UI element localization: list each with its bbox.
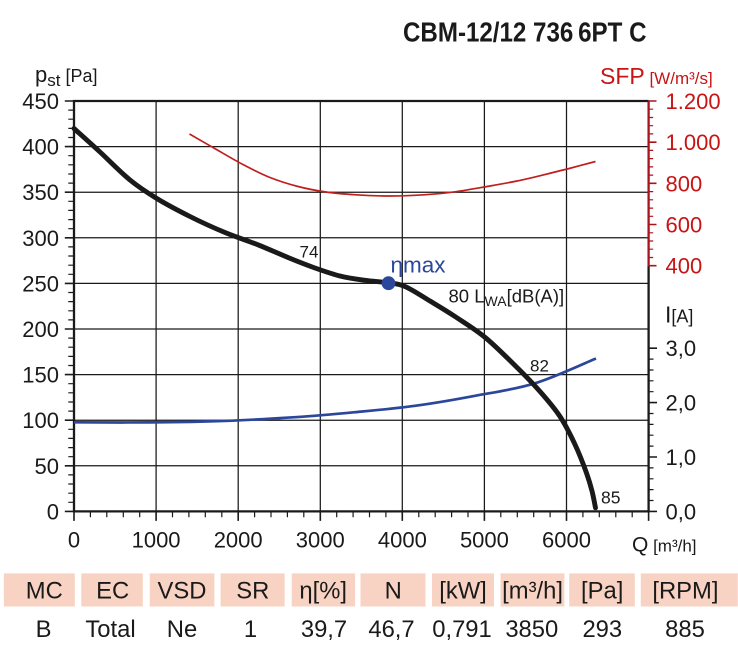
svg-text:250: 250 (22, 271, 59, 296)
svg-text:η[%]: η[%] (299, 578, 347, 605)
svg-text:MC: MC (26, 578, 63, 605)
svg-text:SR: SR (236, 578, 269, 605)
svg-text:N: N (385, 578, 402, 605)
svg-text:3850: 3850 (505, 616, 558, 643)
svg-text:400: 400 (22, 135, 59, 160)
svg-text:350: 350 (22, 180, 59, 205)
svg-text:80 LWA[dB(A)]: 80 LWA[dB(A)] (449, 286, 565, 310)
svg-text:1.200: 1.200 (666, 89, 721, 114)
svg-text:46,7: 46,7 (368, 616, 414, 643)
svg-text:400: 400 (666, 254, 703, 279)
svg-text:VSD: VSD (158, 578, 207, 605)
svg-text:1,0: 1,0 (666, 445, 697, 470)
svg-text:450: 450 (22, 89, 59, 114)
svg-text:0,0: 0,0 (666, 499, 697, 524)
svg-text:EC: EC (96, 578, 129, 605)
svg-text:3000: 3000 (296, 528, 345, 553)
svg-text:0: 0 (68, 528, 80, 553)
svg-text:800: 800 (666, 171, 703, 196)
svg-text:I[A]: I[A] (665, 302, 693, 328)
svg-text:ηmax: ηmax (391, 253, 447, 278)
svg-text:1.000: 1.000 (666, 130, 721, 155)
svg-text:Ne: Ne (167, 616, 197, 643)
svg-text:5000: 5000 (460, 528, 509, 553)
svg-text:4000: 4000 (378, 528, 427, 553)
svg-text:pst [Pa]: pst [Pa] (35, 62, 98, 90)
svg-text:2,0: 2,0 (666, 391, 697, 416)
svg-text:39,7: 39,7 (301, 616, 347, 643)
svg-text:293: 293 (582, 616, 622, 643)
svg-text:100: 100 (22, 408, 59, 433)
svg-text:600: 600 (666, 213, 703, 238)
svg-text:1: 1 (244, 616, 257, 643)
svg-text:150: 150 (22, 363, 59, 388)
svg-text:[kW]: [kW] (439, 578, 487, 605)
svg-text:3,0: 3,0 (666, 336, 697, 361)
svg-text:Q [m³/h]: Q [m³/h] (632, 534, 697, 557)
svg-text:1000: 1000 (132, 528, 181, 553)
svg-text:50: 50 (35, 454, 59, 479)
svg-text:B: B (36, 616, 52, 643)
svg-text:200: 200 (22, 317, 59, 342)
svg-text:2000: 2000 (214, 528, 263, 553)
svg-text:[m³/h]: [m³/h] (502, 578, 563, 605)
svg-text:0: 0 (47, 499, 59, 524)
svg-text:885: 885 (665, 616, 705, 643)
svg-text:300: 300 (22, 226, 59, 251)
svg-text:74: 74 (300, 243, 319, 262)
svg-text:[RPM]: [RPM] (652, 578, 718, 605)
svg-text:[Pa]: [Pa] (581, 578, 623, 605)
svg-text:0,791: 0,791 (432, 616, 492, 643)
svg-text:85: 85 (601, 488, 620, 508)
svg-text:Total: Total (85, 616, 135, 643)
svg-text:82: 82 (530, 356, 549, 375)
svg-text:6000: 6000 (542, 528, 591, 553)
svg-text:CBM-12/12 736 6PT C: CBM-12/12 736 6PT C (403, 17, 647, 48)
